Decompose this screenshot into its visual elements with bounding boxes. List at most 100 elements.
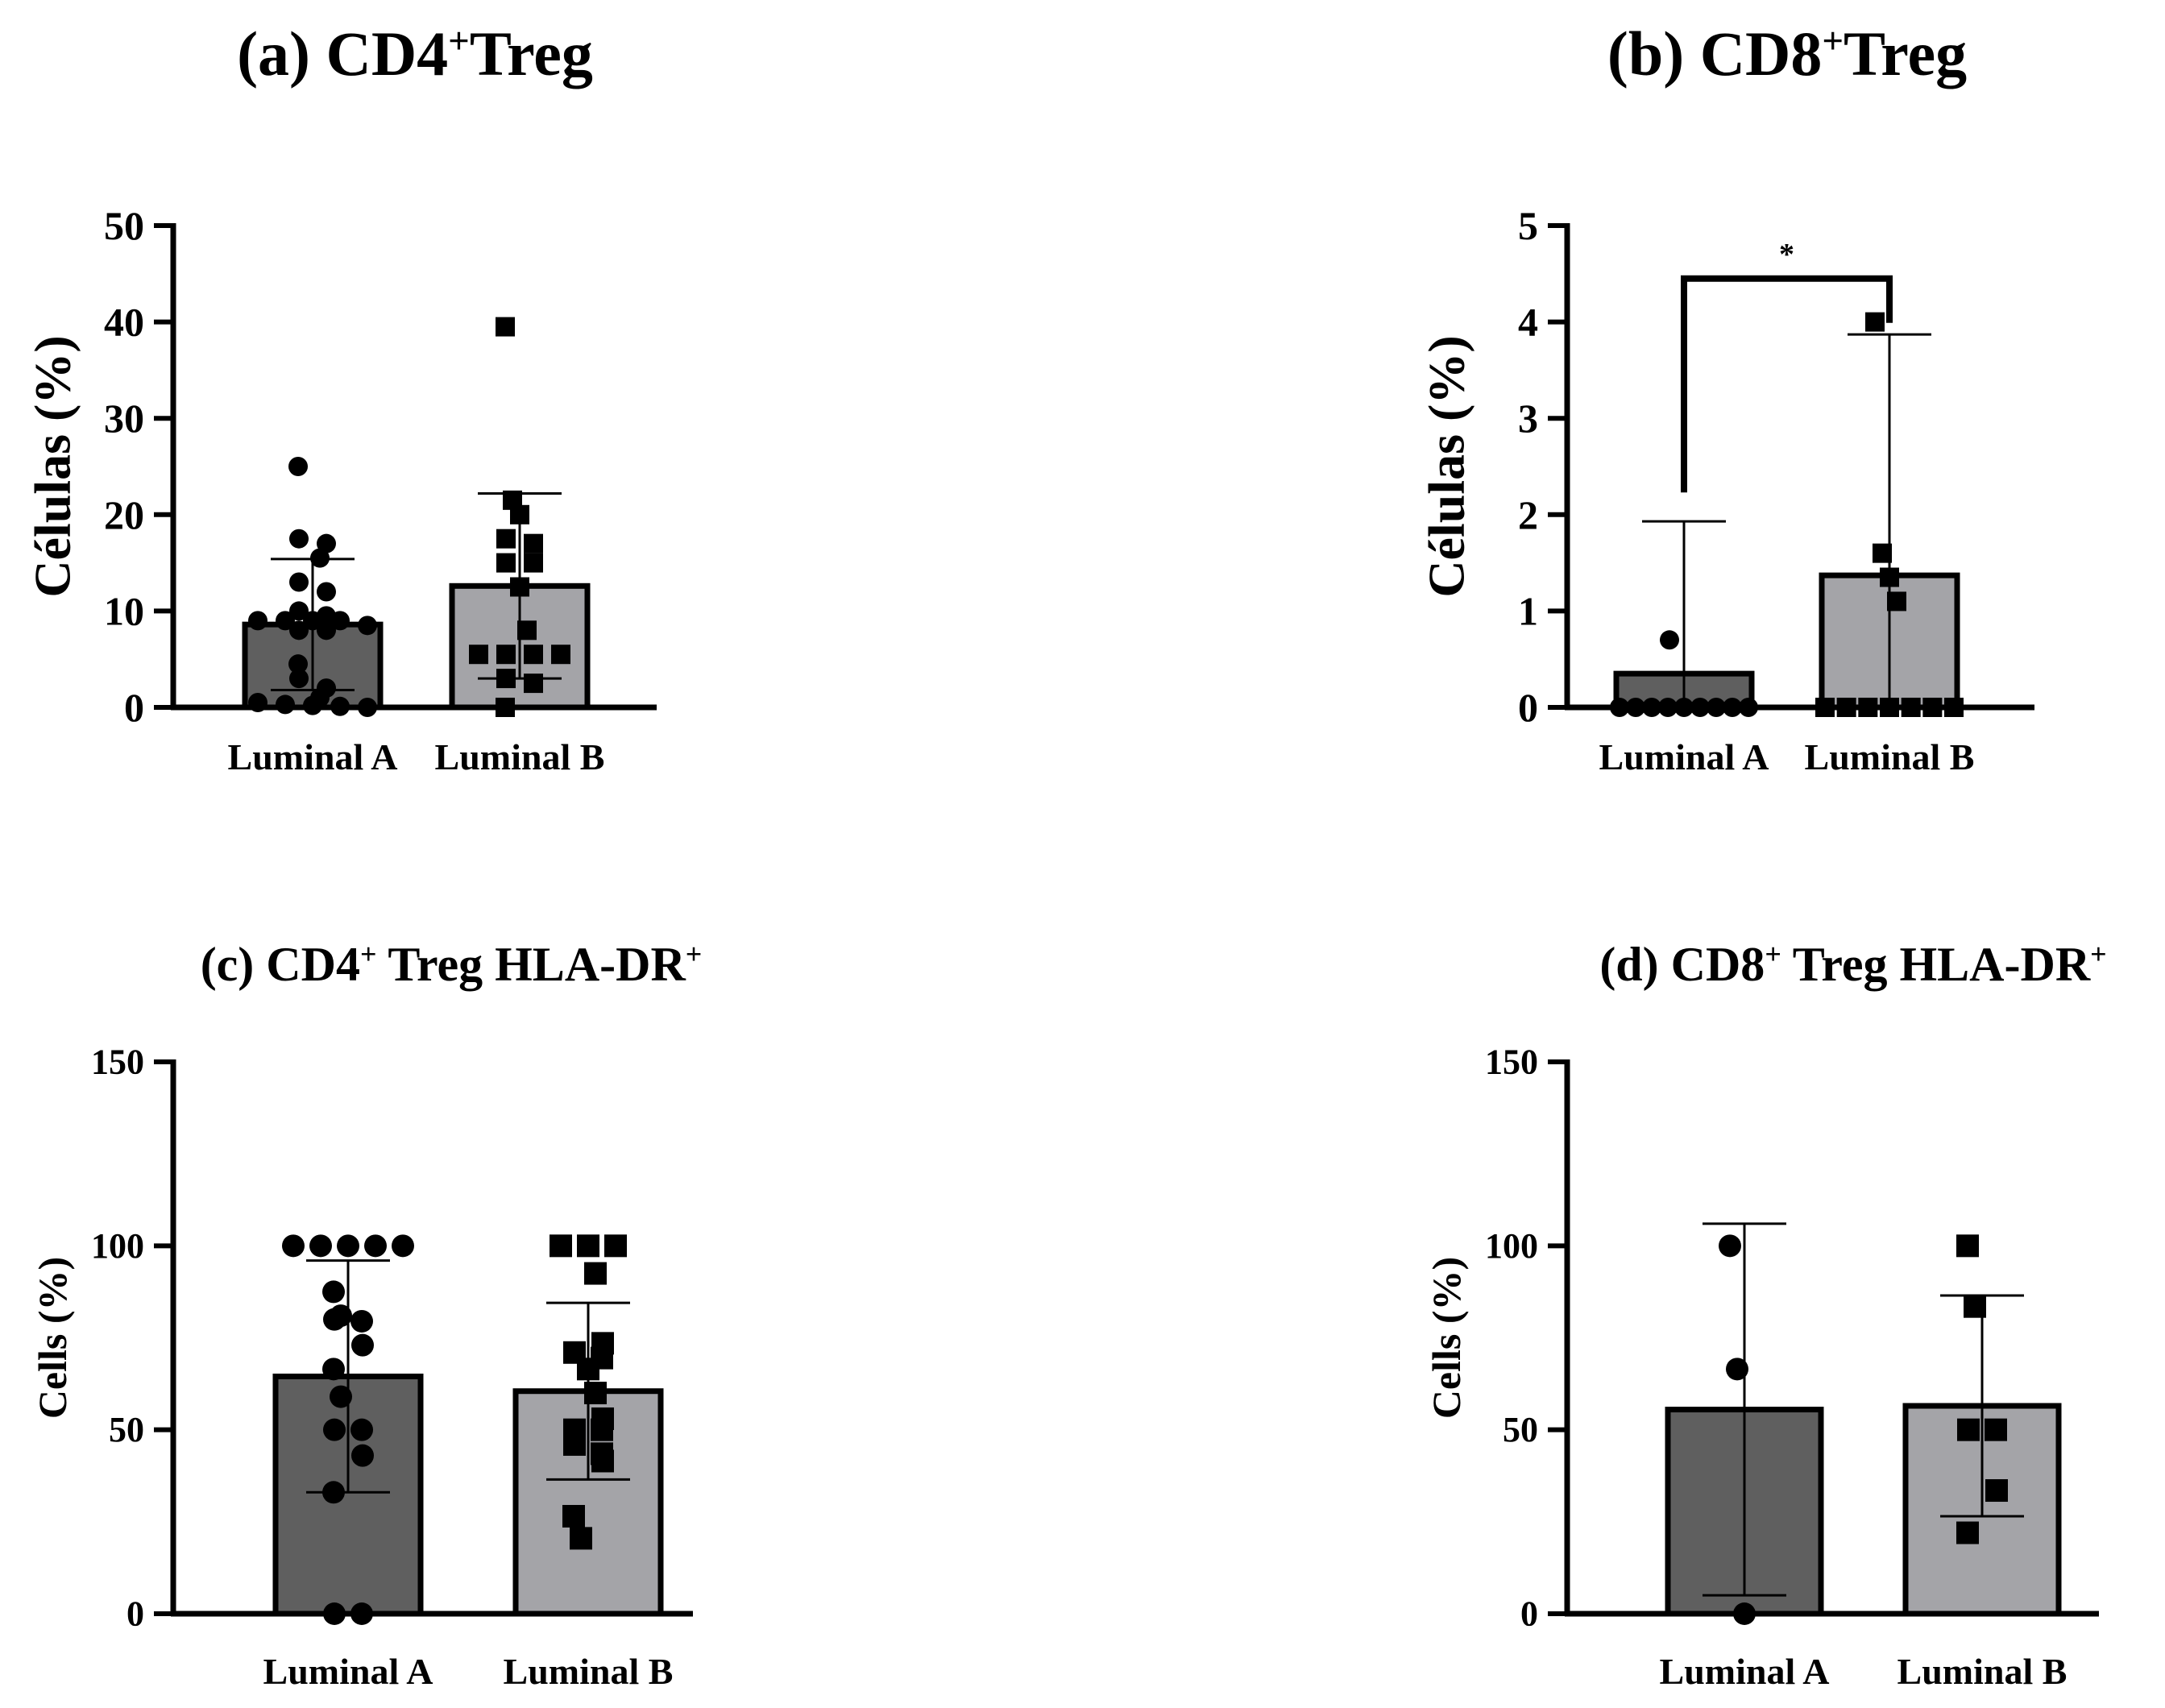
significance-bracket [1681, 275, 1893, 493]
x-category-label: Luminal A [263, 1651, 433, 1692]
panel-c-title-sup: + [359, 938, 377, 970]
y-axis-label: Células (%) [24, 335, 81, 597]
panel-b-title: (b) CD8+Treg [1607, 18, 1967, 90]
data-point [276, 694, 295, 715]
data-point [562, 1504, 585, 1528]
data-point [330, 1385, 352, 1408]
data-point [577, 1358, 599, 1381]
panel-d-title-sup: + [1765, 938, 1781, 970]
data-point [1985, 1418, 2007, 1441]
y-tick-label: 4 [1518, 300, 1538, 345]
data-point [1887, 591, 1906, 611]
chart-panel-c: Cells (%) 0 50 100 150 Luminal A Luminal B [30, 1043, 693, 1692]
x-category-label: Luminal B [435, 736, 605, 777]
data-point [1964, 1295, 1986, 1318]
x-category-label: Luminal B [1897, 1651, 2068, 1692]
data-point [524, 533, 543, 553]
data-point [323, 1308, 346, 1331]
data-point [1726, 1358, 1748, 1381]
data-point [289, 669, 309, 689]
panel-d-title-rest: Treg HLA-DR [1781, 938, 2091, 991]
data-point [591, 1418, 613, 1441]
data-point [1956, 1521, 1979, 1544]
data-point [289, 620, 309, 640]
data-point [496, 529, 516, 549]
data-point [1880, 567, 1899, 587]
panel-c-title: (c) CD4+ Treg HLA-DR+ [201, 937, 703, 993]
y-tick-label: 0 [1518, 685, 1538, 730]
y-tick-label: 5 [1518, 203, 1538, 248]
y-tick-label: 0 [124, 685, 144, 730]
panel-d-title-sup2: + [2090, 938, 2107, 970]
data-point [584, 1262, 607, 1285]
y-tick-label: 0 [1520, 1594, 1538, 1634]
panel-b-title-sup: + [1822, 20, 1844, 62]
y-tick-label: 100 [91, 1226, 144, 1266]
chart-panel-a: Células (%) 0 10 20 30 40 50 Luminal A Luminal B [24, 203, 657, 777]
data-point [323, 1418, 346, 1441]
data-point [510, 577, 529, 597]
data-point [289, 601, 309, 621]
chart-panel-d: Cells (%) 0 50 100 150 Luminal A Luminal B [1424, 1043, 2099, 1692]
data-point [496, 553, 516, 573]
data-point [604, 1234, 627, 1258]
panel-a-title: (a) CD4+Treg [237, 18, 593, 90]
panel-b-title-rest: Treg [1844, 19, 1968, 89]
panel-c-title-main: (c) CD4 [200, 938, 360, 991]
chart-panel-b: Células (%) 0 1 2 3 4 5 Luminal A Luminal B * [1418, 203, 2034, 777]
y-tick-label: 150 [91, 1043, 144, 1082]
data-point [517, 620, 537, 640]
data-point [1957, 1418, 1980, 1441]
data-point [309, 1234, 332, 1258]
data-point [577, 1234, 599, 1258]
data-point [350, 1418, 373, 1441]
data-point [524, 645, 543, 665]
data-point [289, 529, 309, 549]
panel-a-title-rest: Treg [469, 19, 593, 89]
x-category-label: Luminal B [504, 1651, 674, 1692]
panel-a-title-main: (a) CD4 [237, 19, 449, 89]
data-point [317, 533, 336, 553]
data-point [282, 1234, 305, 1258]
data-point [351, 1333, 374, 1357]
y-tick-label: 0 [126, 1594, 144, 1634]
data-point [1865, 312, 1885, 332]
y-tick-label: 40 [104, 300, 144, 345]
data-point [350, 1309, 373, 1333]
data-point [289, 572, 309, 592]
data-point [550, 1234, 572, 1258]
data-point [1719, 1234, 1741, 1258]
data-point [303, 611, 322, 631]
y-axis-label: Células (%) [1418, 335, 1475, 597]
data-point [469, 645, 488, 665]
data-point [570, 1527, 592, 1550]
data-point [322, 1358, 345, 1381]
data-point [551, 645, 570, 665]
data-point [524, 553, 543, 573]
data-point [496, 645, 516, 665]
data-point [591, 1449, 614, 1473]
data-point [337, 1234, 359, 1258]
y-tick-label: 50 [109, 1410, 144, 1449]
data-point [584, 1382, 607, 1404]
y-axis-label: Cells (%) [30, 1257, 75, 1419]
y-axis-label: Cells (%) [1424, 1257, 1469, 1419]
data-point [496, 669, 516, 689]
y-tick-label: 10 [104, 588, 144, 633]
data-point [322, 1280, 345, 1304]
data-point [288, 654, 308, 674]
x-category-label: Luminal A [228, 736, 398, 777]
x-category-label: Luminal A [1660, 1651, 1830, 1692]
data-point [276, 611, 295, 631]
x-category-label: Luminal A [1599, 736, 1769, 777]
y-tick-label: 150 [1485, 1043, 1538, 1082]
y-tick-label: 2 [1518, 492, 1538, 537]
panel-b-title-main: (b) CD8 [1607, 19, 1823, 89]
data-point [1956, 1234, 1979, 1258]
data-point [288, 457, 308, 476]
data-point [1985, 1479, 2008, 1503]
data-point [317, 620, 336, 640]
y-tick-label: 20 [104, 492, 144, 537]
data-point [322, 1481, 345, 1504]
